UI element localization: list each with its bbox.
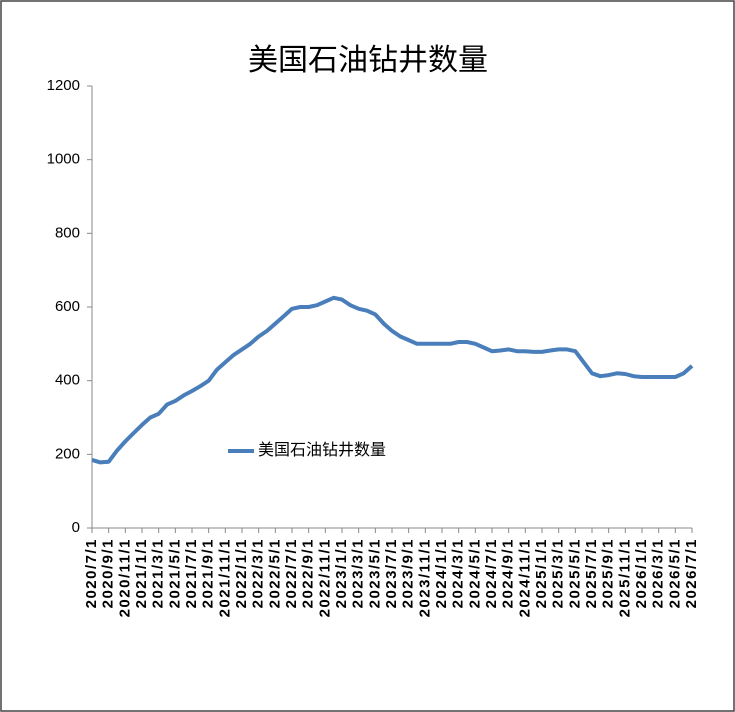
x-tick-label: 2024/3/1 [450, 538, 467, 608]
x-tick-label: 2020/9/1 [100, 538, 117, 608]
x-tick-label: 2023/11/1 [416, 538, 433, 617]
x-tick-label: 2022/7/1 [283, 538, 300, 608]
x-tick-label: 2026/3/1 [650, 538, 667, 608]
y-tick-label: 1000 [47, 151, 80, 168]
y-tick-label: 600 [55, 298, 80, 315]
y-tick-label: 800 [55, 224, 80, 241]
x-tick-label: 2021/5/1 [166, 538, 183, 608]
x-tick-label: 2022/9/1 [300, 538, 317, 608]
x-tick-label: 2022/3/1 [250, 538, 267, 608]
x-tick-label: 2023/9/1 [400, 538, 417, 608]
x-tick-label: 2025/1/1 [533, 538, 550, 608]
x-tick-label: 2026/5/1 [666, 538, 683, 608]
x-tick-label: 2025/3/1 [550, 538, 567, 608]
x-tick-label: 2023/5/1 [366, 538, 383, 608]
chart-title: 美国石油钻井数量 [248, 44, 488, 77]
x-tick-label: 2020/11/1 [116, 538, 133, 617]
x-tick-label: 2020/7/1 [83, 538, 100, 608]
legend-label: 美国石油钻井数量 [258, 441, 386, 459]
x-tick-label: 2026/1/1 [633, 538, 650, 608]
x-tick-label: 2024/1/1 [433, 538, 450, 608]
x-tick-label: 2021/11/1 [216, 538, 233, 617]
x-tick-label: 2025/5/1 [566, 538, 583, 608]
x-tick-label: 2023/1/1 [333, 538, 350, 608]
x-tick-label: 2022/5/1 [266, 538, 283, 608]
x-tick-label: 2024/11/1 [516, 538, 533, 617]
x-tick-label: 2024/7/1 [483, 538, 500, 608]
x-tick-label: 2022/1/1 [233, 538, 250, 608]
x-tick-label: 2024/5/1 [466, 538, 483, 608]
x-tick-label: 2023/3/1 [350, 538, 367, 608]
x-tick-label: 2023/7/1 [383, 538, 400, 608]
x-tick-label: 2021/1/1 [133, 538, 150, 608]
x-tick-label: 2025/11/1 [616, 538, 633, 617]
x-tick-label: 2025/9/1 [600, 538, 617, 608]
x-tick-label: 2026/7/1 [683, 538, 700, 608]
x-tick-label: 2022/11/1 [316, 538, 333, 617]
y-tick-label: 1200 [47, 77, 80, 94]
y-tick-label: 400 [55, 372, 80, 389]
data-line [91, 295, 694, 465]
y-tick-label: 0 [72, 519, 80, 536]
x-tick-label: 2021/9/1 [200, 538, 217, 608]
y-tick-label: 200 [55, 445, 80, 462]
x-tick-label: 2025/7/1 [583, 538, 600, 608]
x-tick-label: 2021/3/1 [150, 538, 167, 608]
x-tick-label: 2024/9/1 [500, 538, 517, 608]
x-tick-label: 2021/7/1 [183, 538, 200, 608]
